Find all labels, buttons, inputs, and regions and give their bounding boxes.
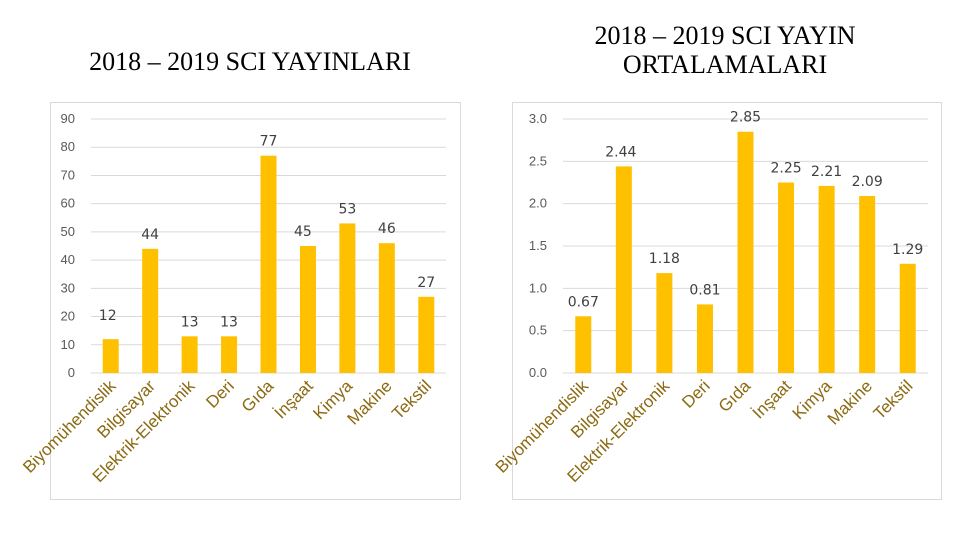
chart-title-right: 2018 – 2019 SCI YAYIN ORTALAMALARI — [594, 21, 856, 79]
bar — [102, 339, 119, 373]
bar — [818, 185, 835, 373]
data-label: 0.67 — [568, 294, 599, 310]
bar — [899, 263, 916, 373]
category-label: Tekstil — [870, 376, 917, 423]
data-label: 2.09 — [852, 174, 883, 190]
bar — [142, 248, 159, 373]
category-label: Deri — [202, 376, 237, 411]
bar — [615, 166, 632, 373]
data-label: 1.29 — [892, 242, 923, 258]
bar — [859, 196, 876, 373]
data-label: 2.44 — [605, 144, 636, 160]
y-tick-label: 2.0 — [529, 196, 547, 211]
bar — [339, 223, 356, 373]
bar-chart-left: 010203040506070809012Biyomühendislik44Bi… — [19, 111, 446, 486]
data-label: 45 — [294, 224, 312, 240]
y-tick-label: 80 — [61, 139, 75, 154]
y-tick-label: 10 — [61, 337, 75, 352]
bar — [181, 336, 198, 373]
chart-panel-left: 0 10 20 30 40 50 60 70 80 90 12 Biyomühendislik 44 Bi… — [19, 102, 461, 500]
bar — [418, 296, 435, 373]
y-tick-label: 0 — [68, 365, 75, 380]
y-tick-label: 30 — [61, 280, 75, 295]
bar — [696, 304, 713, 373]
bar — [378, 243, 395, 373]
data-label: 12 — [99, 308, 117, 324]
bar — [299, 246, 316, 373]
bar — [575, 316, 592, 373]
data-label: 13 — [181, 314, 199, 330]
bar — [778, 182, 795, 373]
y-tick-label: 2.5 — [529, 153, 547, 168]
y-tick-label: 90 — [61, 111, 75, 126]
data-label: 53 — [338, 201, 356, 217]
y-tick-label: 3.0 — [529, 111, 547, 126]
bar-chart-right: 0.00.51.01.52.02.53.00.67Biyomühendislik… — [492, 110, 928, 486]
data-label: 44 — [141, 227, 159, 243]
data-label: 27 — [417, 275, 435, 291]
y-tick-label: 20 — [61, 309, 75, 324]
y-tick-label: 70 — [61, 167, 75, 182]
chart-title-left: 2018 – 2019 SCI YAYINLARI — [89, 47, 411, 76]
data-label: 13 — [220, 314, 238, 330]
y-tick-label: 40 — [61, 252, 75, 267]
data-label: 2.25 — [770, 161, 801, 177]
bar — [221, 336, 238, 373]
category-label: Makine — [343, 376, 395, 428]
data-label: 2.21 — [811, 164, 842, 180]
data-label: 2.85 — [730, 110, 761, 126]
y-tick-label: 1.0 — [529, 280, 547, 295]
data-label: 1.18 — [649, 251, 680, 267]
data-label: 46 — [378, 221, 396, 237]
y-tick-label: 60 — [61, 196, 75, 211]
bar — [260, 155, 277, 373]
category-label: İnşaat — [271, 376, 317, 422]
y-tick-label: 0.0 — [529, 365, 547, 380]
data-label: 77 — [260, 134, 278, 150]
y-tick-label: 1.5 — [529, 238, 547, 253]
category-label: İnşaat — [749, 376, 795, 422]
chart-panel-right: 0.0 0.5 1.0 1.5 2.0 2.5 3.0 0.67 Biyomühendislik… — [492, 102, 942, 500]
y-tick-label: 50 — [61, 224, 75, 239]
bar — [656, 273, 673, 373]
category-label: Tekstil — [388, 376, 435, 423]
category-label: Makine — [824, 376, 876, 428]
data-label: 0.81 — [689, 282, 720, 298]
bar — [737, 131, 754, 373]
category-label: Deri — [678, 376, 713, 411]
y-tick-label: 0.5 — [529, 323, 547, 338]
